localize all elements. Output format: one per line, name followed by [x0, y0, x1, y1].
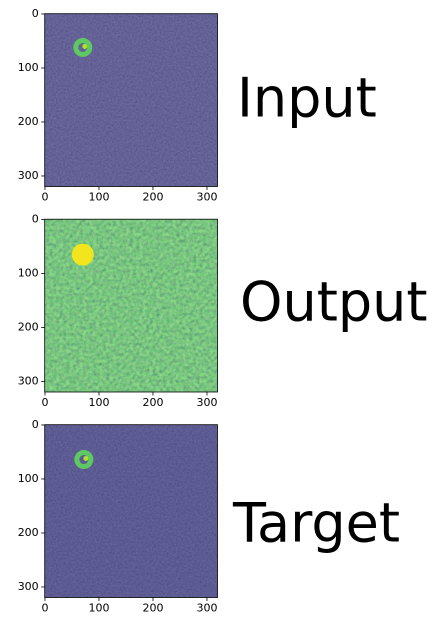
- page: 01002003000100200300Input010020030001002…: [0, 0, 438, 621]
- y-tick-label: 300: [18, 169, 39, 182]
- x-tick-label: 100: [88, 191, 109, 204]
- x-tick-label: 300: [196, 396, 217, 409]
- x-tick-label: 0: [41, 191, 48, 204]
- x-tick-label: 200: [142, 191, 163, 204]
- x-tick-label: 0: [41, 602, 48, 615]
- panel-label: Output: [240, 271, 428, 334]
- y-tick-label: 0: [32, 212, 39, 225]
- panel-label: Target: [232, 492, 400, 555]
- y-tick-label: 200: [18, 320, 39, 333]
- y-tick-label: 100: [18, 472, 39, 485]
- y-tick-label: 0: [32, 7, 39, 20]
- y-tick-label: 200: [18, 526, 39, 539]
- panel-label: Input: [237, 67, 377, 130]
- x-tick-label: 200: [142, 602, 163, 615]
- x-tick-label: 300: [196, 602, 217, 615]
- image-texture: [45, 425, 218, 598]
- x-tick-label: 100: [88, 396, 109, 409]
- y-tick-label: 0: [32, 418, 39, 431]
- y-tick-label: 100: [18, 266, 39, 279]
- image-texture: [45, 14, 218, 187]
- figure: 01002003000100200300Input010020030001002…: [0, 0, 438, 621]
- x-tick-label: 0: [41, 396, 48, 409]
- x-tick-label: 300: [196, 191, 217, 204]
- x-tick-label: 200: [142, 396, 163, 409]
- bright-spot-core: [83, 456, 88, 461]
- image-texture: [45, 219, 218, 392]
- bright-spot: [72, 244, 94, 266]
- y-tick-label: 300: [18, 374, 39, 387]
- x-tick-label: 100: [88, 602, 109, 615]
- y-tick-label: 200: [18, 115, 39, 128]
- bright-spot-core: [82, 44, 87, 49]
- y-tick-label: 100: [18, 61, 39, 74]
- y-tick-label: 300: [18, 580, 39, 593]
